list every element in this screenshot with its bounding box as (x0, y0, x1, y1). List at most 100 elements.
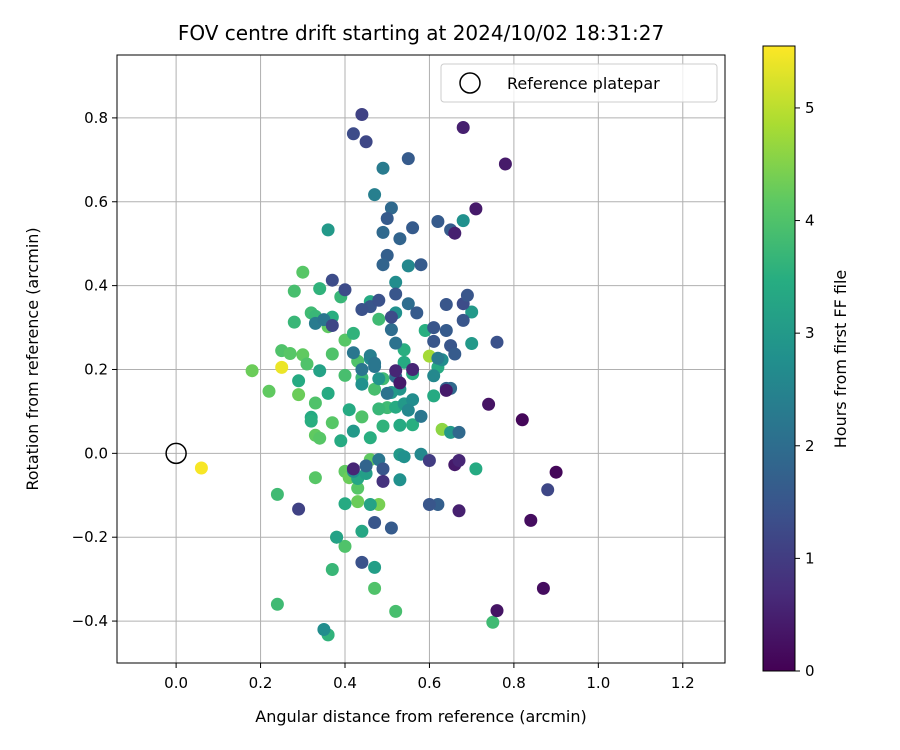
scatter-point (372, 312, 386, 326)
scatter-point (389, 287, 403, 301)
scatter-point (406, 418, 420, 432)
y-axis-ticks: −0.4 −0.2 0.0 0.2 0.4 0.6 0.8 (72, 109, 117, 630)
scatter-point (401, 297, 415, 311)
scatter-point (368, 581, 382, 595)
scatter-point (389, 604, 403, 618)
y-tick-label: 0.8 (84, 109, 108, 127)
x-tick-label: 0.6 (418, 674, 442, 692)
scatter-point (355, 363, 369, 376)
scatter-point (363, 431, 377, 445)
colorbar-tick-label: 2 (805, 437, 815, 455)
legend-marker-icon (459, 72, 481, 94)
scatter-point (342, 403, 356, 417)
scatter-point (296, 265, 310, 279)
scatter-point (469, 462, 483, 476)
scatter-points (194, 108, 563, 642)
colorbar-ticks: 0 1 2 3 4 5 (795, 99, 815, 680)
colorbar-frame (762, 45, 796, 672)
scatter-point (384, 323, 398, 337)
scatter-point (431, 215, 445, 228)
scatter-point (549, 465, 563, 479)
scatter-point (406, 393, 420, 407)
scatter-point (355, 108, 369, 121)
scatter-point (427, 321, 441, 335)
scatter-point (422, 454, 436, 467)
scatter-point (376, 419, 390, 433)
y-tick-label: 0.2 (84, 360, 108, 378)
scatter-point (393, 418, 407, 432)
scatter-point (380, 386, 394, 400)
scatter-point (452, 454, 466, 467)
y-tick-label: 0.4 (84, 277, 108, 295)
scatter-point (376, 225, 390, 239)
scatter-point (465, 337, 479, 350)
scatter-point (384, 521, 398, 535)
scatter-point (380, 212, 394, 225)
scatter-point (346, 462, 360, 476)
scatter-point (524, 513, 538, 527)
scatter-point (317, 623, 331, 636)
scatter-point (389, 275, 403, 289)
reference-marker-layer (165, 442, 187, 465)
scatter-point (406, 363, 420, 376)
scatter-point (355, 377, 369, 391)
scatter-point (439, 298, 453, 311)
scatter-point (376, 474, 390, 488)
scatter-point (351, 495, 365, 509)
y-axis-label: Rotation from reference (arcmin) (23, 227, 42, 490)
legend: Reference platepar (440, 63, 718, 103)
y-tick-label: 0.6 (84, 193, 108, 211)
scatter-point (355, 303, 369, 316)
scatter-point (355, 524, 369, 538)
scatter-point (448, 226, 462, 240)
scatter-point (363, 498, 377, 511)
scatter-point (393, 473, 407, 487)
scatter-point (452, 425, 466, 439)
scatter-point (346, 424, 360, 438)
scatter-point (194, 461, 208, 475)
scatter-point (541, 483, 555, 497)
colorbar-tick-label: 1 (805, 549, 815, 567)
scatter-point (397, 450, 411, 464)
scatter-point (292, 388, 306, 402)
scatter-point (490, 335, 504, 349)
x-tick-label: 1.0 (586, 674, 610, 692)
scatter-point (313, 431, 327, 445)
scatter-point (270, 597, 284, 611)
scatter-point (334, 434, 348, 448)
scatter-point (414, 409, 428, 423)
scatter-point (465, 305, 479, 319)
y-tick-label: −0.4 (72, 612, 108, 630)
scatter-point (460, 288, 474, 302)
scatter-point (439, 383, 453, 397)
scatter-point (389, 364, 403, 378)
scatter-point (330, 530, 344, 544)
scatter-point (321, 223, 335, 237)
scatter-point (368, 188, 382, 202)
scatter-point (384, 201, 398, 215)
scatter-point (325, 416, 339, 430)
scatter-point (355, 410, 369, 424)
scatter-point (422, 498, 436, 511)
scatter-point (427, 369, 441, 383)
scatter-point (376, 258, 390, 272)
scatter-point (338, 539, 352, 553)
colorbar: 0 1 2 3 4 5 Hours from first FF file (762, 45, 850, 680)
scatter-point (338, 283, 352, 297)
scatter-point (393, 232, 407, 246)
scatter-point (325, 319, 339, 332)
colorbar-tick-label: 4 (805, 212, 815, 230)
scatter-point (325, 273, 339, 287)
scatter-point (368, 382, 382, 396)
y-tick-label: −0.2 (72, 528, 108, 546)
scatter-point (486, 615, 500, 629)
scatter-point (321, 386, 335, 400)
scatter-point (368, 560, 382, 574)
scatter-point (325, 563, 339, 576)
scatter-point (498, 157, 512, 171)
scatter-point (346, 127, 360, 141)
scatter-point (368, 356, 382, 370)
scatter-point (270, 487, 284, 501)
scatter-point (368, 516, 382, 529)
scatter-point (393, 376, 407, 390)
